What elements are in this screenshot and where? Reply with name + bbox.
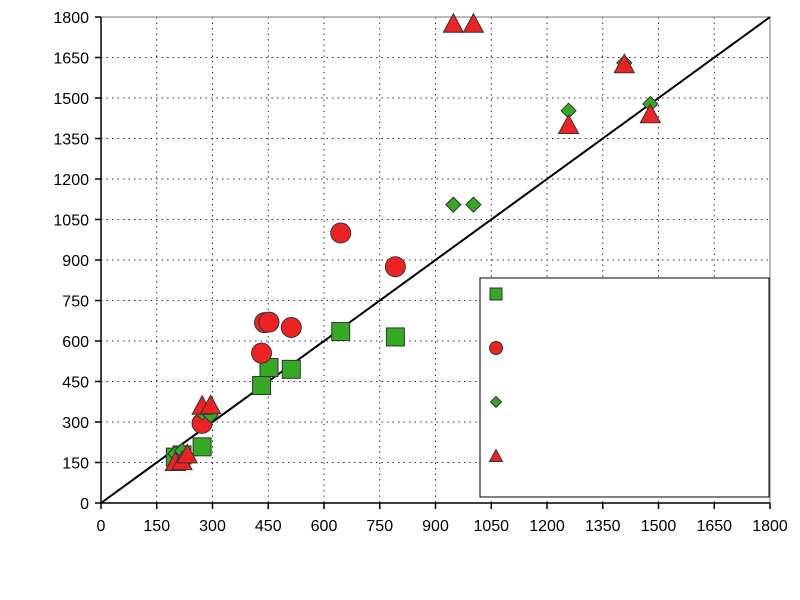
x-tick-label: 1200: [529, 518, 565, 535]
data-point-square: [331, 322, 351, 342]
data-point-circle: [258, 311, 280, 333]
data-point-square: [385, 327, 405, 347]
axes: 0 150 300 450 600 750 900 1050 1200 1350 1500 1650 1…: [53, 10, 787, 535]
x-tick-label: 300: [199, 518, 226, 535]
y-tick-label: 0: [80, 496, 89, 513]
data-point-circle: [280, 317, 302, 338]
data-point-circle: [330, 222, 352, 244]
data-point-triangle: [462, 12, 485, 33]
data-point-square: [252, 376, 272, 396]
y-tick-label: 1800: [53, 10, 89, 27]
legend-marker-diamond: [489, 395, 503, 409]
y-tick-label: 1650: [53, 51, 89, 68]
y-tick-label: 1050: [53, 213, 89, 230]
y-tick-label: 750: [62, 294, 89, 311]
y-tick-label: 1350: [53, 132, 89, 149]
data-point-triangle: [639, 103, 662, 124]
data-point-square: [281, 359, 301, 379]
data-point-triangle: [613, 53, 636, 74]
x-tick-label: 1800: [752, 518, 788, 535]
legend-marker-circle: [489, 341, 503, 355]
grid-lines: [101, 17, 770, 503]
x-tick-label: 1650: [696, 518, 732, 535]
data-points: [164, 12, 662, 471]
legend-marker-triangle: [488, 448, 504, 463]
y-tick-label: 600: [62, 334, 89, 351]
y-tick-label: 450: [62, 375, 89, 392]
x-tick-label: 1050: [473, 518, 509, 535]
legend: [479, 277, 770, 498]
x-tick-label: 0: [97, 518, 106, 535]
x-tick-label: 750: [366, 518, 393, 535]
data-point-triangle: [176, 443, 199, 464]
data-point-triangle: [442, 12, 465, 33]
x-tick-label: 600: [311, 518, 338, 535]
legend-box: [479, 277, 770, 498]
y-tick-label: 1200: [53, 172, 89, 189]
data-point-diamond: [465, 196, 482, 213]
legend-marker-square: [489, 287, 503, 301]
data-point-square: [192, 437, 212, 457]
data-point-circle: [384, 256, 406, 278]
x-tick-label: 150: [143, 518, 170, 535]
x-tick-label: 900: [422, 518, 449, 535]
data-point-diamond: [445, 196, 462, 213]
y-tick-label: 150: [62, 456, 89, 473]
y-tick-label: 900: [62, 253, 89, 270]
data-point-triangle: [557, 113, 580, 134]
data-point-circle: [251, 342, 273, 364]
x-tick-label: 1500: [641, 518, 677, 535]
x-tick-label: 450: [255, 518, 282, 535]
x-tick-label: 1350: [585, 518, 621, 535]
data-point-triangle: [199, 394, 222, 415]
y-tick-label: 300: [62, 415, 89, 432]
y-tick-label: 1500: [53, 91, 89, 108]
